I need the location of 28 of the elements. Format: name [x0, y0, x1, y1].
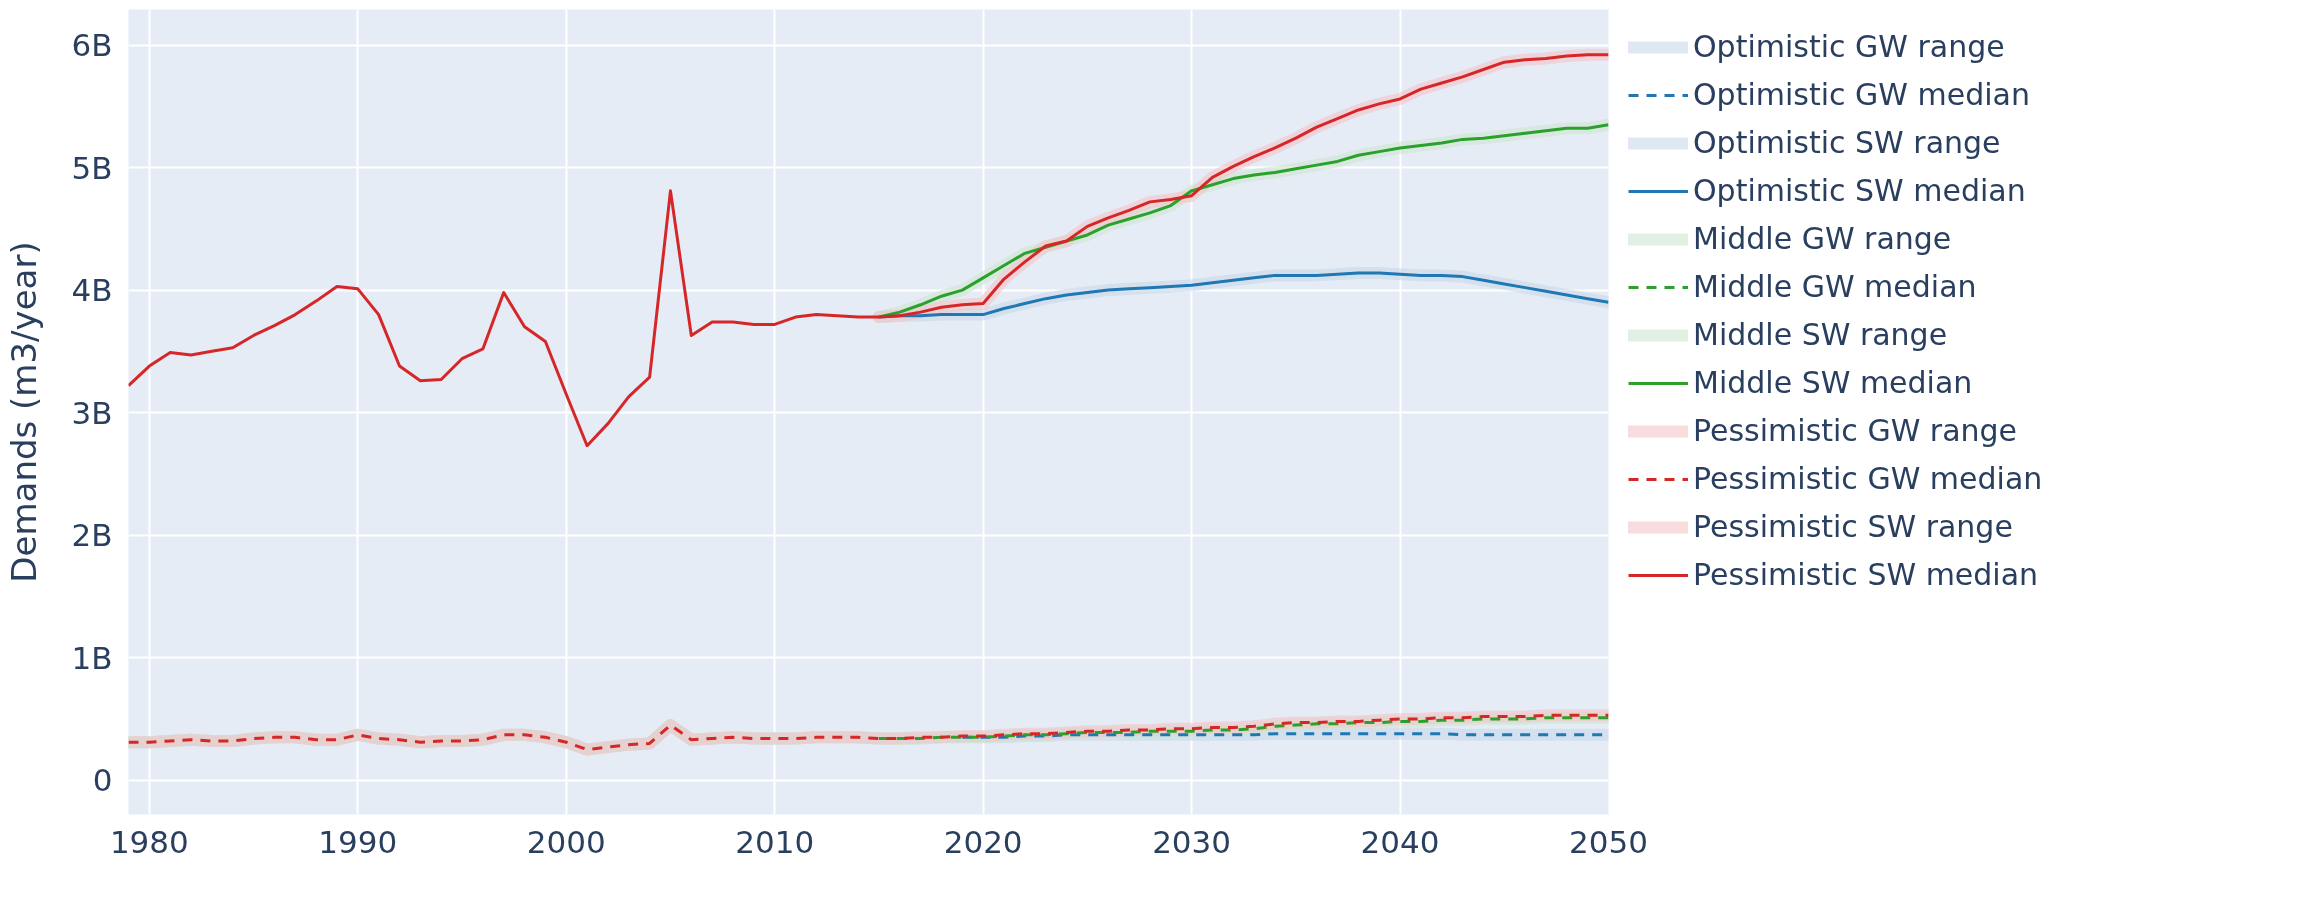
legend-label: Middle GW median [1693, 269, 1977, 304]
legend-label: Pessimistic GW range [1693, 413, 2018, 448]
legend-label: Optimistic SW range [1693, 125, 2001, 160]
legend-label: Optimistic GW median [1693, 77, 2030, 112]
x-tick-label: 2020 [943, 823, 1023, 860]
x-tick-label: 2000 [526, 823, 606, 860]
y-tick-label: 1B [71, 639, 113, 676]
x-tick-label: 1990 [318, 823, 398, 860]
y-tick-label: 3B [71, 394, 113, 431]
x-tick-label: 2040 [1360, 823, 1440, 860]
legend-label: Optimistic GW range [1693, 29, 2005, 64]
legend-label: Pessimistic SW range [1693, 509, 2013, 544]
legend-label: Optimistic SW median [1693, 173, 2026, 208]
x-tick-label: 2050 [1569, 823, 1648, 860]
y-axis-title: Demands (m3/year) [3, 241, 44, 583]
y-tick-label: 2B [71, 517, 113, 554]
x-tick-label: 2030 [1152, 823, 1232, 860]
legend-label: Pessimistic SW median [1693, 557, 2039, 592]
legend-label: Pessimistic GW median [1693, 461, 2043, 496]
y-tick-label: 5B [71, 149, 113, 186]
legend-label: Middle SW range [1693, 317, 1948, 352]
y-tick-label: 0 [92, 762, 113, 799]
legend-label: Middle GW range [1693, 221, 1952, 256]
y-tick-label: 6B [71, 27, 113, 64]
legend-label: Middle SW median [1693, 365, 1973, 400]
x-tick-label: 2010 [735, 823, 815, 860]
x-tick-label: 1980 [109, 823, 189, 860]
y-tick-label: 4B [71, 272, 113, 309]
